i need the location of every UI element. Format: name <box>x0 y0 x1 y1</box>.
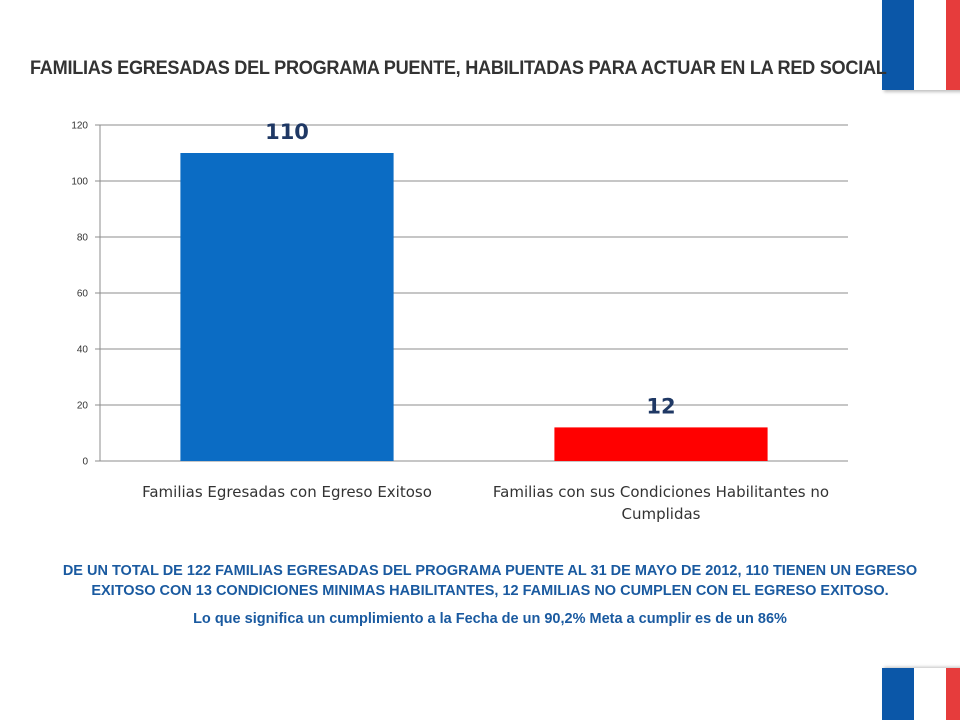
y-tick-label: 60 <box>77 289 89 300</box>
flag-stripe-blue <box>882 0 914 90</box>
y-tick-label: 40 <box>77 345 89 356</box>
flag-stripe-white <box>914 668 946 720</box>
x-tick-label: Familias Egresadas con Egreso Exitoso <box>142 483 432 501</box>
x-tick-label: Familias con sus Condiciones Habilitante… <box>493 483 829 523</box>
flag-stripe-red <box>946 668 960 720</box>
page-title: FAMILIAS EGRESADAS DEL PROGRAMA PUENTE, … <box>30 57 887 79</box>
y-tick-label: 120 <box>71 121 88 132</box>
flag-stripe-red <box>946 0 960 90</box>
caption-summary: DE UN TOTAL DE 122 FAMILIAS EGRESADAS DE… <box>62 563 918 599</box>
y-tick-label: 80 <box>77 233 89 244</box>
y-tick-label: 20 <box>77 401 89 412</box>
data-label: 12 <box>646 394 675 418</box>
y-tick-label: 100 <box>71 177 88 188</box>
bar <box>554 427 768 461</box>
flag-stripe-blue <box>882 668 914 720</box>
caption-conclusion: Lo que significa un cumplimiento a la Fe… <box>193 611 787 627</box>
bar <box>180 153 394 461</box>
y-tick-label: 0 <box>82 457 88 468</box>
flag-stripe-white <box>914 0 946 90</box>
caption: DE UN TOTAL DE 122 FAMILIAS EGRESADAS DE… <box>60 561 920 629</box>
data-label: 110 <box>265 120 309 144</box>
flag-logo-top <box>882 0 960 90</box>
flag-logo-bottom <box>882 668 960 720</box>
